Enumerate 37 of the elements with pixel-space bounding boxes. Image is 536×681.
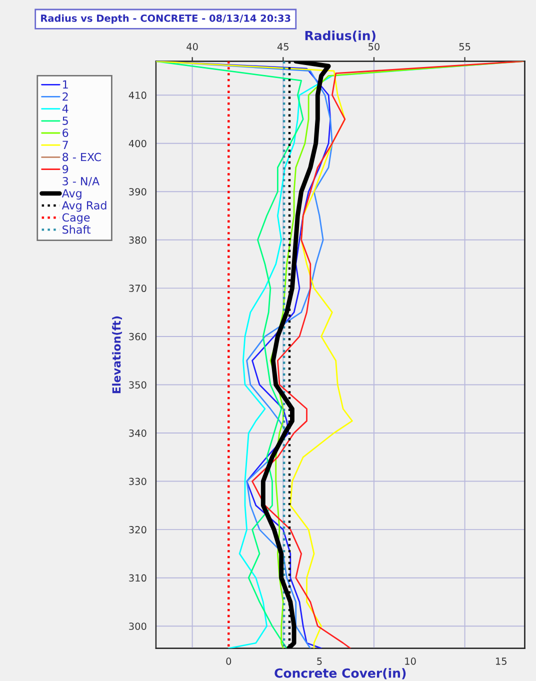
x2-axis-title: Radius(in)	[305, 30, 376, 42]
legend-label: 1	[63, 80, 68, 89]
y-tick-label: 320	[129, 526, 146, 534]
legend-label: 7	[62, 140, 68, 149]
legend-label: 2	[62, 92, 68, 101]
x2-tick-label: 45	[277, 43, 288, 50]
x2-tick-label: 50	[368, 43, 380, 50]
x2-tick-label: 40	[186, 43, 198, 50]
y-axis-title: Elevation(ft)	[112, 316, 122, 394]
x-tick-label: 0	[226, 658, 232, 665]
legend-label: Avg	[62, 189, 82, 200]
legend-label: 6	[62, 128, 68, 138]
y-tick-label: 410	[128, 92, 146, 99]
y-tick-label: 340	[129, 429, 146, 437]
legend-label: Shaft	[62, 225, 91, 234]
legend-label: Cage	[62, 213, 90, 224]
y-tick-label: 380	[129, 236, 146, 244]
legend-label: 8 - EXC	[62, 152, 101, 162]
y-tick-label: 330	[129, 478, 146, 486]
x-tick-label: 15	[496, 658, 506, 665]
y-tick-label: 400	[128, 140, 146, 148]
y-tick-label: 360	[129, 332, 146, 340]
y-tick-label: 390	[129, 188, 146, 196]
text: 3 - N/A	[62, 176, 100, 186]
y-tick-label: 310	[129, 574, 146, 582]
legend-label: Avg Rad	[62, 200, 106, 212]
y-tick-label: 350	[129, 381, 146, 389]
legend-label: 5	[62, 116, 68, 125]
x2-tick-label: 55	[459, 43, 470, 50]
x-tick-label: 5	[317, 658, 322, 665]
y-tick-label: 370	[129, 284, 146, 292]
legend-label: 4	[62, 104, 68, 113]
x-axis-title: Concrete Cover(in)	[274, 668, 406, 680]
legend-label: 9	[62, 164, 68, 174]
chart-title: Radius vs Depth - CONCRETE - 08/13/14 20:33	[41, 14, 290, 24]
x-tick-label: 10	[405, 658, 416, 665]
y-tick-label: 300	[129, 622, 146, 630]
